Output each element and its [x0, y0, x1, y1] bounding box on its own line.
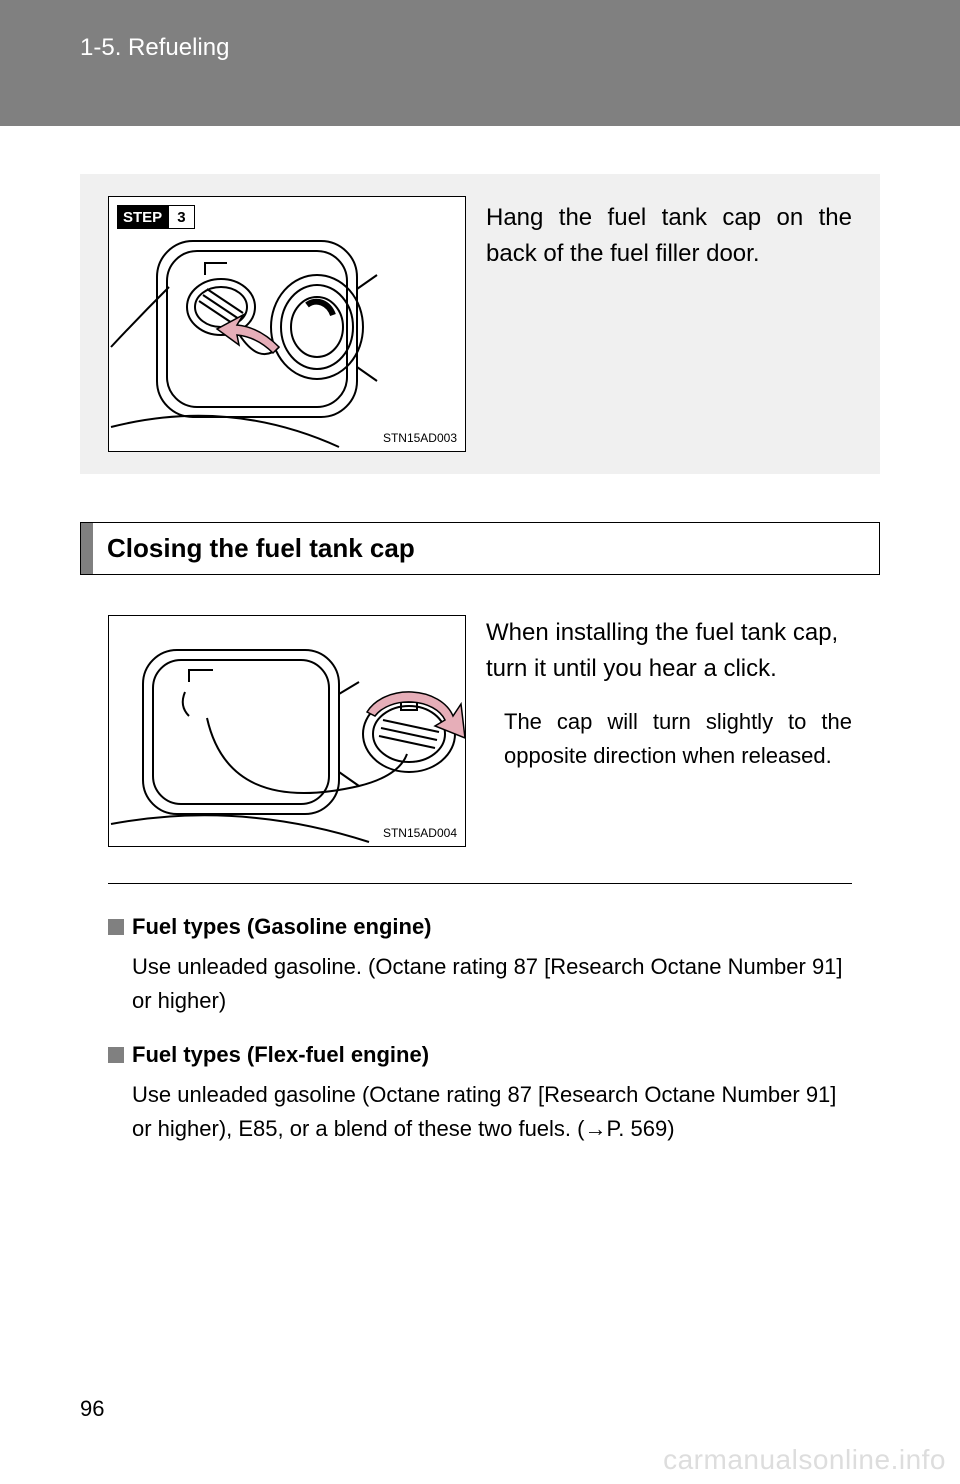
- hang-arrow-icon: [217, 315, 279, 353]
- step-3-figure: STEP 3: [108, 196, 466, 452]
- page-content: STEP 3: [0, 174, 960, 1146]
- watermark: carmanualsonline.info: [663, 1444, 946, 1476]
- section-heading-bar: [81, 523, 93, 574]
- closing-text-wrap: When installing the fuel tank cap, turn …: [486, 615, 852, 847]
- page-number: 96: [80, 1396, 104, 1422]
- header-bar: 1-5. Refueling: [0, 0, 960, 126]
- fuel-cap-close-illustration: [109, 616, 467, 848]
- step-3-block: STEP 3: [80, 174, 880, 474]
- step-3-text: Hang the fuel tank cap on the back of th…: [486, 196, 852, 452]
- fuel-cap-hang-illustration: [109, 197, 467, 453]
- step-badge-label: STEP: [117, 205, 168, 229]
- figure-code-2: STN15AD004: [383, 826, 457, 840]
- step-badge-number: 3: [168, 205, 194, 229]
- closing-block: STN15AD004 When installing the fuel tank…: [80, 615, 880, 847]
- figure-code-1: STN15AD003: [383, 431, 457, 445]
- note-heading-2: Fuel types (Flex-fuel engine): [108, 1042, 852, 1068]
- note-heading-1: Fuel types (Gasoline engine): [108, 914, 852, 940]
- header-section-text: 1-5. Refueling: [80, 34, 960, 62]
- note-heading-1-text: Fuel types (Gasoline engine): [132, 914, 432, 940]
- step-badge: STEP 3: [117, 205, 195, 229]
- note-square-icon: [108, 1047, 124, 1063]
- section-heading: Closing the fuel tank cap: [80, 522, 880, 575]
- note-square-icon: [108, 919, 124, 935]
- closing-figure: STN15AD004: [108, 615, 466, 847]
- closing-sub-text: The cap will turn slightly to the opposi…: [486, 705, 852, 773]
- note-heading-2-text: Fuel types (Flex-fuel engine): [132, 1042, 429, 1068]
- section-heading-text: Closing the fuel tank cap: [107, 523, 415, 574]
- note-body-1: Use unleaded gasoline. (Octane rating 87…: [132, 950, 852, 1018]
- closing-main-text: When installing the fuel tank cap, turn …: [486, 615, 852, 687]
- note-body-2: Use unleaded gasoline (Octane rating 87 …: [132, 1078, 852, 1146]
- notes-section: Fuel types (Gasoline engine) Use unleade…: [80, 884, 880, 1146]
